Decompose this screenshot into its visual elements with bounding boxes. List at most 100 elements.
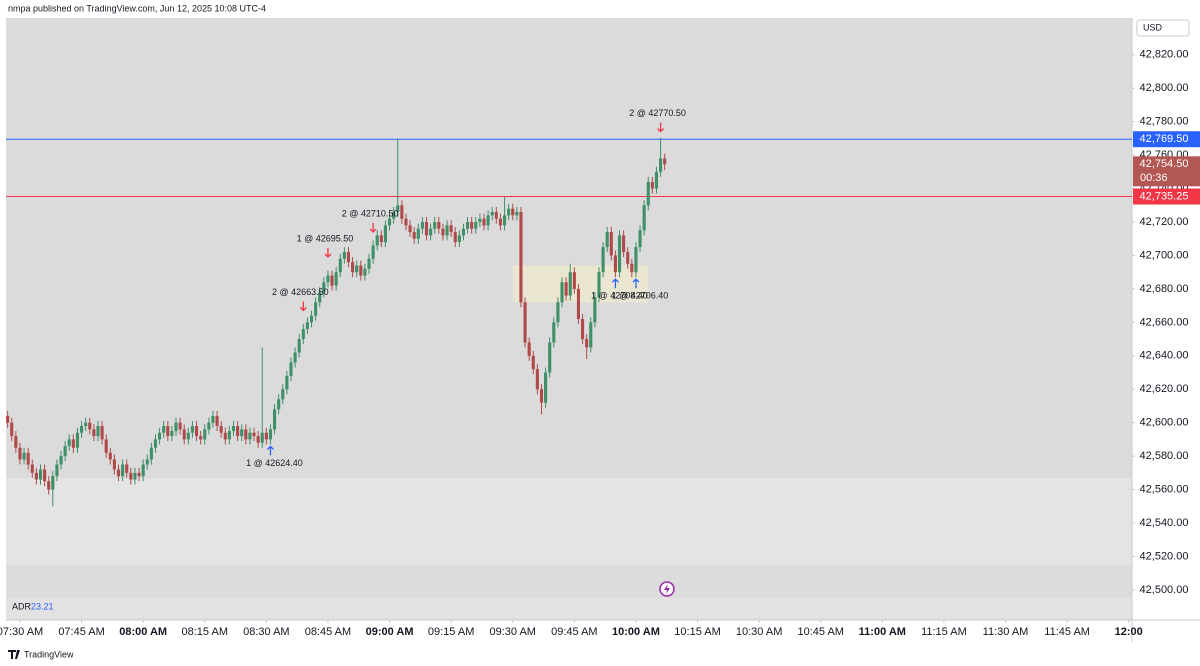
indicator-pane bbox=[6, 598, 1132, 620]
candle-body bbox=[125, 464, 129, 473]
candle-body bbox=[104, 439, 108, 453]
candle-body bbox=[211, 415, 215, 423]
axes: 42,500.00 42,520.00 42,540.00 42,560.00 42,5… bbox=[0, 49, 1200, 638]
x-tick-label: 09:45 AM bbox=[551, 626, 597, 638]
sell-arrow bbox=[657, 122, 665, 133]
x-tick-label: 11:45 AM bbox=[1044, 626, 1090, 638]
candle-body bbox=[158, 432, 162, 440]
candle-body bbox=[30, 464, 34, 473]
candle-body bbox=[59, 456, 63, 465]
candle-body bbox=[642, 205, 646, 231]
candle-body bbox=[351, 262, 355, 273]
indicator-name: ADR bbox=[12, 601, 32, 611]
candle-body bbox=[63, 446, 67, 457]
candle-body bbox=[227, 431, 231, 440]
zone bbox=[512, 265, 649, 303]
candle-body bbox=[108, 452, 112, 460]
candle-body bbox=[309, 315, 314, 323]
candle-body bbox=[281, 389, 285, 400]
candle-body bbox=[593, 297, 597, 323]
x-tick-label: 08:00 AM bbox=[119, 626, 167, 638]
y-tick-label: 42,820.00 bbox=[1140, 49, 1189, 61]
candle-body bbox=[498, 218, 502, 226]
candle-body bbox=[502, 215, 507, 226]
y-tick-label: 42,520.00 bbox=[1140, 550, 1189, 562]
candle-body bbox=[277, 399, 281, 410]
candle-body bbox=[252, 432, 256, 437]
candle-body bbox=[383, 225, 388, 243]
candle-body bbox=[203, 429, 207, 440]
candle-body bbox=[597, 272, 601, 298]
candle-body bbox=[231, 426, 236, 432]
candle-body bbox=[523, 302, 527, 343]
candle-body bbox=[133, 472, 137, 480]
y-tick-label: 42,540.00 bbox=[1140, 517, 1189, 529]
y-tick-label: 42,720.00 bbox=[1140, 216, 1189, 228]
candle-body bbox=[326, 275, 330, 283]
price-line-tag bbox=[1133, 188, 1200, 205]
candle-body bbox=[38, 469, 43, 480]
candle-body bbox=[659, 158, 663, 172]
candle-body bbox=[470, 222, 474, 229]
candle-body bbox=[494, 211, 498, 219]
candle-body bbox=[22, 452, 26, 460]
candle-body bbox=[322, 282, 326, 293]
last-price-tag bbox=[1133, 156, 1200, 187]
x-tick-label: 08:45 AM bbox=[305, 626, 351, 638]
candle-body bbox=[18, 447, 22, 460]
candle-body bbox=[190, 426, 194, 433]
candle-body bbox=[153, 439, 158, 448]
candle-body bbox=[34, 472, 38, 480]
candle-body bbox=[609, 232, 613, 256]
trade-label: 2 @ 42663.50 bbox=[272, 287, 329, 297]
x-tick-label: 07:30 AM bbox=[0, 626, 43, 638]
trade-label: 1 @ 42695.50 bbox=[297, 233, 354, 243]
candle-body bbox=[449, 225, 453, 233]
candle-body bbox=[100, 426, 104, 440]
candle-body bbox=[630, 263, 634, 273]
candle-body bbox=[416, 228, 420, 239]
candle-body bbox=[215, 415, 219, 427]
y-tick-label: 42,620.00 bbox=[1140, 383, 1189, 395]
candle-body bbox=[264, 432, 268, 440]
brand-logo bbox=[8, 650, 20, 659]
candle-body bbox=[478, 218, 482, 223]
y-tick-label: 42,640.00 bbox=[1140, 350, 1189, 362]
candle-body bbox=[289, 362, 293, 376]
candle-body bbox=[223, 432, 227, 440]
candle-body bbox=[486, 215, 490, 226]
candle-body bbox=[330, 275, 334, 286]
candle-body bbox=[194, 426, 199, 437]
candle-body bbox=[519, 211, 523, 303]
candle-body bbox=[14, 436, 18, 448]
y-tick-label: 42,500.00 bbox=[1140, 584, 1189, 596]
candle-body bbox=[162, 426, 166, 433]
candle-body bbox=[548, 342, 552, 373]
candle-body bbox=[576, 288, 581, 319]
candle-body bbox=[490, 211, 494, 216]
candle-body bbox=[367, 258, 371, 269]
candle-body bbox=[482, 218, 486, 226]
candle-body bbox=[43, 469, 47, 482]
x-tick-label: 10:45 AM bbox=[797, 626, 843, 638]
candle-body bbox=[342, 252, 346, 259]
candle-body bbox=[552, 322, 556, 343]
candle-body bbox=[236, 426, 240, 437]
candle-body bbox=[441, 228, 445, 236]
candle-body bbox=[359, 265, 363, 276]
candle-body bbox=[375, 235, 379, 246]
candle-body bbox=[75, 432, 80, 448]
currency-box[interactable] bbox=[1136, 19, 1190, 37]
candle-body bbox=[116, 469, 121, 477]
trade-label: 1 @ 42706.40 bbox=[612, 291, 669, 301]
candle-body bbox=[605, 232, 609, 248]
candle-body bbox=[186, 432, 190, 440]
candle-body bbox=[92, 429, 96, 437]
candle-body bbox=[564, 282, 568, 296]
candle-body bbox=[47, 481, 51, 490]
candle-body bbox=[511, 208, 515, 216]
candle-body bbox=[26, 452, 30, 465]
x-tick-label: 08:30 AM bbox=[243, 626, 289, 638]
candle-body bbox=[429, 228, 433, 236]
buy-arrow bbox=[632, 278, 640, 289]
